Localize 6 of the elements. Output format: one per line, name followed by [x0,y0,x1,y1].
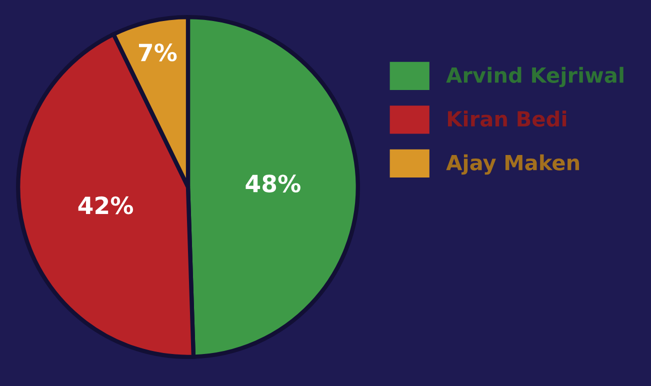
data-label: 48% [246,174,300,192]
data-label: 7% [138,44,177,62]
data-label: 42% [78,196,134,214]
legend-label: Arvind Kejriwal [446,66,624,88]
legend-label: Ajay Maken [446,154,580,175]
legend-label: Kiran Bedi [448,110,566,127]
